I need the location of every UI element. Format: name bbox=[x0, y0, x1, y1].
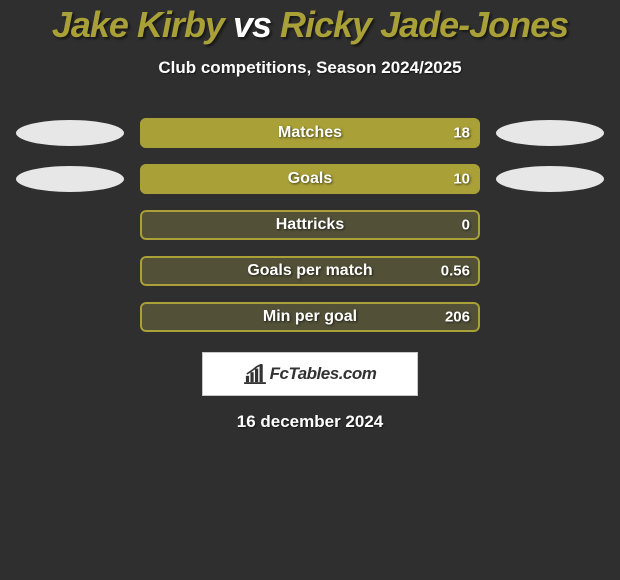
stat-bar: Min per goal206 bbox=[140, 302, 480, 332]
stat-label: Min per goal bbox=[140, 308, 480, 326]
stat-label: Matches bbox=[140, 124, 480, 142]
stat-value-right: 18 bbox=[453, 125, 470, 142]
title-player2: Ricky Jade-Jones bbox=[280, 4, 568, 45]
stat-value-right: 206 bbox=[445, 309, 470, 326]
stat-bar: Hattricks0 bbox=[140, 210, 480, 240]
brand-chart-icon bbox=[244, 364, 266, 384]
stat-row: Goals per match0.56 bbox=[0, 256, 620, 286]
title-player1: Jake Kirby bbox=[52, 4, 224, 45]
right-ellipse-cell bbox=[480, 166, 620, 192]
stat-ellipse-right bbox=[496, 166, 604, 192]
stat-bar: Matches18 bbox=[140, 118, 480, 148]
stat-ellipse-left bbox=[16, 120, 124, 146]
stat-rows: Matches18 Goals10 Hattricks0 Goals per matc… bbox=[0, 118, 620, 332]
stat-row: Matches18 bbox=[0, 118, 620, 148]
stat-label: Goals bbox=[140, 170, 480, 188]
stat-row: Hattricks0 bbox=[0, 210, 620, 240]
brand-text: FcTables.com bbox=[270, 364, 377, 384]
brand-box: FcTables.com bbox=[202, 352, 418, 396]
comparison-infographic: Jake Kirby vs Ricky Jade-Jones Club comp… bbox=[0, 0, 620, 432]
left-ellipse-cell bbox=[0, 166, 140, 192]
date-text: 16 december 2024 bbox=[0, 412, 620, 432]
stat-value-right: 0.56 bbox=[441, 263, 470, 280]
title-vs: vs bbox=[224, 4, 280, 45]
stat-ellipse-left bbox=[16, 166, 124, 192]
stat-ellipse-right bbox=[496, 120, 604, 146]
page-title: Jake Kirby vs Ricky Jade-Jones bbox=[0, 4, 620, 46]
stat-label: Hattricks bbox=[140, 216, 480, 234]
stat-row: Goals10 bbox=[0, 164, 620, 194]
stat-value-right: 10 bbox=[453, 171, 470, 188]
stat-bar: Goals per match0.56 bbox=[140, 256, 480, 286]
subtitle: Club competitions, Season 2024/2025 bbox=[0, 58, 620, 78]
right-ellipse-cell bbox=[480, 120, 620, 146]
stat-label: Goals per match bbox=[140, 262, 480, 280]
stat-row: Min per goal206 bbox=[0, 302, 620, 332]
stat-bar: Goals10 bbox=[140, 164, 480, 194]
left-ellipse-cell bbox=[0, 120, 140, 146]
stat-value-right: 0 bbox=[462, 217, 470, 234]
